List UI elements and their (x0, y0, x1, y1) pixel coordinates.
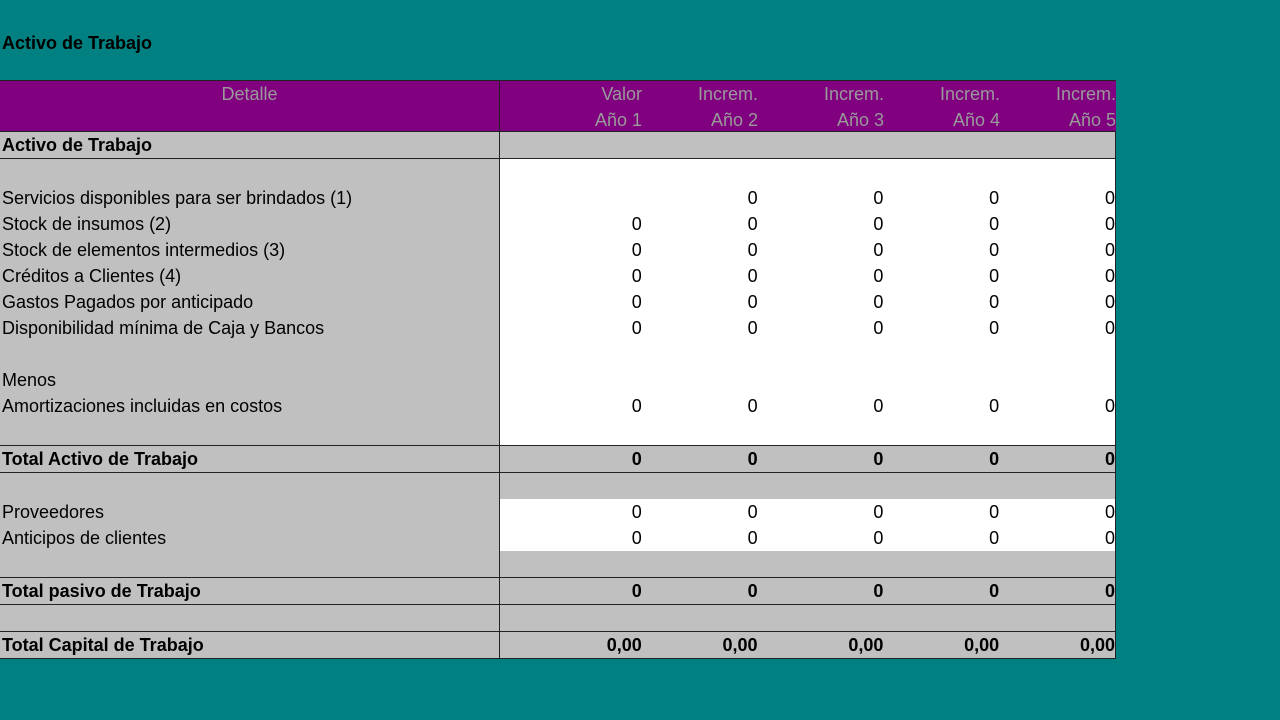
header-col-1: Valor Año 1 (594, 84, 642, 130)
table-row (0, 551, 1116, 578)
page-title: Activo de Trabajo (2, 33, 153, 53)
table-row: Proveedores 0 0 0 0 0 (0, 499, 1116, 525)
table-row: Total Activo de Trabajo 0 0 0 0 0 (0, 446, 1116, 473)
header-col-5: Increm. Año 5 (1055, 84, 1116, 130)
table-row: Disponibilidad mínima de Caja y Bancos 0… (0, 315, 1116, 341)
table-row (0, 419, 1116, 446)
header-detalle: Detalle (0, 81, 500, 131)
header-col-2: Increm. Año 2 (697, 84, 758, 130)
table-row (0, 473, 1116, 499)
header-col-3: Increm. Año 3 (823, 84, 884, 130)
table-row (0, 605, 1116, 632)
table-row: Menos (0, 367, 1116, 393)
table-row: Stock de elementos intermedios (3) 0 0 0… (0, 237, 1116, 263)
table-header: Detalle Valor Año 1 Increm. Año 2 Increm. A… (0, 80, 1116, 132)
table-row: Servicios disponibles para ser brindados… (0, 185, 1116, 211)
header-col-4: Increm. Año 4 (939, 84, 1000, 130)
table-row: Total pasivo de Trabajo 0 0 0 0 0 (0, 578, 1116, 605)
table-row: Total Capital de Trabajo 0,00 0,00 0,00 … (0, 632, 1116, 659)
working-capital-table: Detalle Valor Año 1 Increm. Año 2 Increm. A… (0, 80, 1116, 659)
table-row: Amortizaciones incluidas en costos 0 0 0… (0, 393, 1116, 419)
table-row: Stock de insumos (2) 0 0 0 0 0 (0, 211, 1116, 237)
table-row: Créditos a Clientes (4) 0 0 0 0 0 (0, 263, 1116, 289)
table-row (0, 159, 1116, 185)
table-row: Activo de Trabajo (0, 132, 1116, 159)
table-row: Anticipos de clientes 0 0 0 0 0 (0, 525, 1116, 551)
table-row: Gastos Pagados por anticipado 0 0 0 0 0 (0, 289, 1116, 315)
table-row (0, 341, 1116, 367)
